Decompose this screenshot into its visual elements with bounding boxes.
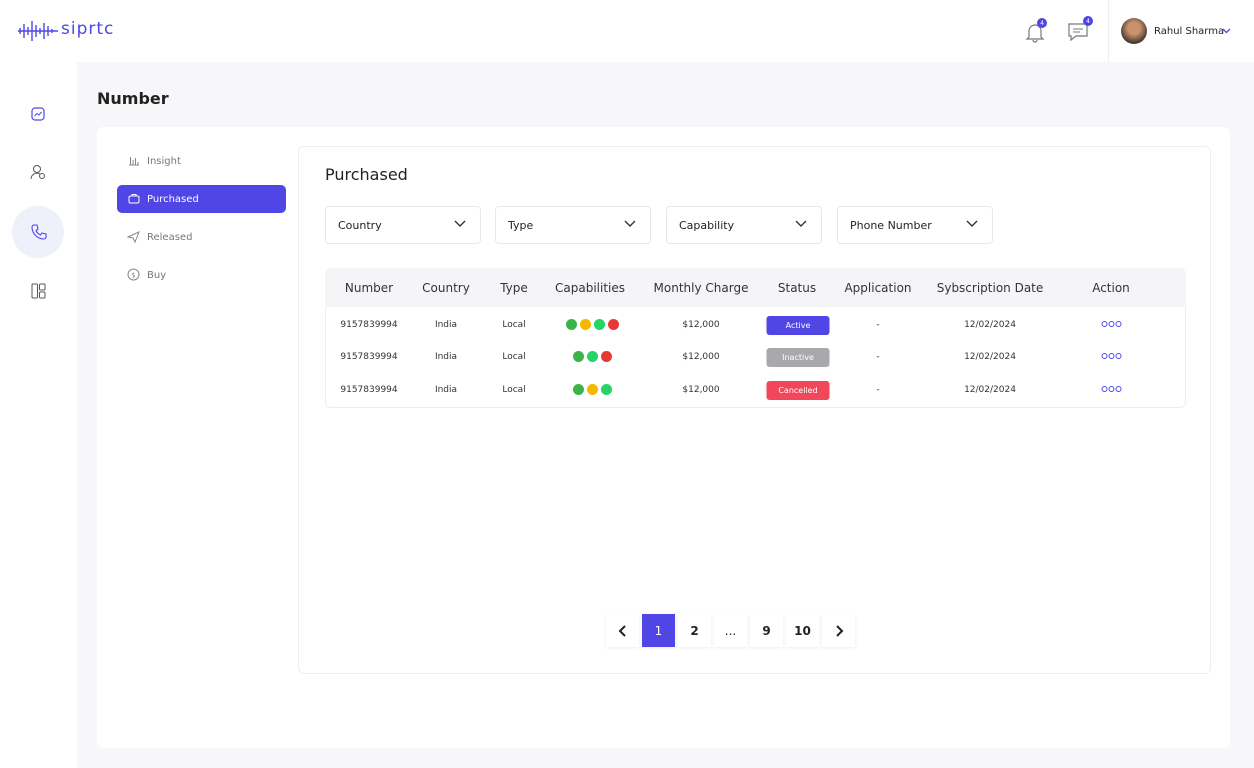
capability-icon — [572, 351, 584, 362]
column-header: Application — [844, 281, 912, 295]
filter-dropdown[interactable]: Capability — [666, 206, 822, 244]
status-badge: Active — [766, 316, 830, 335]
menu-item[interactable]: Released — [147, 231, 193, 243]
menu-item[interactable]: Buy — [147, 269, 167, 281]
header: siprtc 4 4 Rahul Sharma — [0, 0, 1254, 62]
column-header: Status — [777, 281, 817, 295]
filter-label: Type — [508, 218, 534, 232]
nav-dashboard[interactable] — [31, 107, 45, 121]
column-header: Monthly Charge — [653, 281, 749, 295]
menu-icon — [129, 157, 139, 166]
message-icon[interactable] — [1067, 21, 1091, 43]
svg-text:$: $ — [131, 272, 135, 280]
menu-icon — [127, 231, 140, 243]
capability-icon — [586, 384, 598, 395]
table-cell: India — [434, 385, 458, 395]
menu-icon: $ — [127, 268, 140, 281]
column-header: Sybscription Date — [936, 281, 1044, 295]
purchased-panel — [298, 146, 1211, 674]
filter-label: Capability — [679, 218, 735, 232]
logo-icon — [18, 21, 58, 41]
row-actions[interactable] — [1101, 353, 1122, 359]
page-button[interactable]: 10 — [786, 614, 819, 647]
table-cell: 9157839994 — [340, 352, 398, 362]
sidebar — [0, 62, 77, 768]
table-cell: $12,000 — [682, 385, 720, 395]
page-button[interactable]: 9 — [750, 614, 783, 647]
filter-label: Phone Number — [850, 218, 932, 232]
page-title: Number — [97, 89, 169, 108]
table-cell: 9157839994 — [340, 385, 398, 395]
filter-dropdown[interactable]: Type — [495, 206, 651, 244]
table-header — [325, 268, 1186, 307]
menu-item[interactable]: Purchased — [117, 185, 286, 213]
page-ellipsis: ... — [714, 614, 747, 647]
table-cell: India — [434, 320, 458, 330]
table-cell: 9157839994 — [340, 320, 398, 330]
table-cell: Local — [502, 385, 526, 395]
capability-icon — [586, 351, 598, 362]
section-title: Purchased — [325, 165, 408, 184]
row-actions[interactable] — [1101, 386, 1122, 392]
table-cell: - — [876, 385, 880, 395]
filter-dropdown[interactable]: Country — [325, 206, 481, 244]
menu-icon — [128, 194, 140, 204]
nav-active-bg — [12, 206, 64, 258]
capability-icon — [572, 384, 584, 395]
capability-icons — [571, 384, 613, 395]
nav-contacts[interactable] — [30, 164, 46, 180]
table-cell: - — [876, 352, 880, 362]
table-cell: Local — [502, 352, 526, 362]
prev-page[interactable] — [606, 614, 639, 647]
page-button[interactable]: 2 — [678, 614, 711, 647]
column-header: Number — [344, 281, 394, 295]
user-name[interactable]: Rahul Sharma — [1154, 26, 1225, 37]
capability-icon — [600, 351, 612, 362]
status-badge: Inactive — [766, 348, 830, 367]
capability-icon — [565, 319, 577, 330]
user-caret[interactable] — [1222, 28, 1231, 34]
filter-dropdown[interactable]: Phone Number — [837, 206, 993, 244]
table-cell: $12,000 — [682, 352, 720, 362]
page-button[interactable]: 1 — [642, 614, 675, 647]
capability-icons — [564, 319, 620, 330]
column-header: Action — [1092, 281, 1130, 295]
table-cell: 12/02/2024 — [964, 352, 1016, 362]
notification-badge: 4 — [1037, 18, 1047, 28]
divider — [1108, 0, 1109, 62]
table-cell: India — [434, 352, 458, 362]
nav-numbers[interactable] — [31, 224, 47, 240]
column-header: Capabilities — [555, 281, 625, 295]
next-page[interactable] — [822, 614, 855, 647]
table-cell: 12/02/2024 — [964, 320, 1016, 330]
capability-icons — [571, 351, 613, 362]
capability-icon — [579, 319, 591, 330]
column-header: Country — [422, 281, 470, 295]
nav-layout[interactable] — [31, 283, 46, 299]
capability-icon — [593, 319, 605, 330]
avatar[interactable] — [1121, 18, 1147, 44]
capability-icon — [600, 384, 612, 395]
row-actions[interactable] — [1101, 321, 1122, 327]
capability-icon — [607, 319, 619, 330]
table-cell: $12,000 — [682, 320, 720, 330]
table-cell: 12/02/2024 — [964, 385, 1016, 395]
table-cell: - — [876, 320, 880, 330]
status-badge: Cancelled — [766, 381, 830, 400]
column-header: Type — [500, 281, 528, 295]
logo-text: siprtc — [61, 19, 115, 39]
menu-item[interactable]: Insight — [147, 155, 181, 167]
table-cell: Local — [502, 320, 526, 330]
message-badge: 4 — [1083, 16, 1093, 26]
filter-label: Country — [338, 218, 382, 232]
